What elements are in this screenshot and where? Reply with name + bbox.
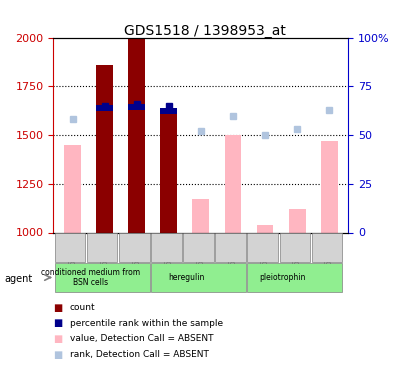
Bar [160, 108, 177, 232]
Bar [224, 135, 241, 232]
FancyBboxPatch shape [311, 233, 341, 262]
FancyBboxPatch shape [119, 233, 149, 262]
Bar [64, 145, 81, 232]
Bar [192, 200, 209, 232]
FancyBboxPatch shape [55, 233, 85, 262]
FancyBboxPatch shape [151, 233, 181, 262]
FancyBboxPatch shape [151, 263, 245, 292]
Text: heregulin: heregulin [168, 273, 204, 282]
Text: ■: ■ [53, 350, 63, 360]
FancyBboxPatch shape [279, 233, 309, 262]
FancyBboxPatch shape [215, 233, 245, 262]
Bar [160, 108, 177, 114]
Text: value, Detection Call = ABSENT: value, Detection Call = ABSENT [70, 334, 213, 344]
Bar [320, 141, 337, 232]
Text: percentile rank within the sample: percentile rank within the sample [70, 319, 222, 328]
Text: ■: ■ [53, 318, 63, 328]
Bar [288, 209, 305, 232]
FancyBboxPatch shape [183, 233, 213, 262]
Text: ■: ■ [53, 334, 63, 344]
Bar [128, 38, 145, 232]
Text: conditioned medium from
BSN cells: conditioned medium from BSN cells [40, 268, 139, 287]
Bar [256, 225, 273, 232]
Text: ■: ■ [53, 303, 63, 312]
Bar [128, 104, 145, 110]
Text: GDS1518 / 1398953_at: GDS1518 / 1398953_at [124, 24, 285, 38]
Text: count: count [70, 303, 95, 312]
FancyBboxPatch shape [247, 263, 341, 292]
FancyBboxPatch shape [87, 233, 117, 262]
FancyBboxPatch shape [247, 233, 277, 262]
Text: pleiotrophin: pleiotrophin [259, 273, 305, 282]
FancyBboxPatch shape [55, 263, 149, 292]
Bar [96, 65, 113, 232]
Text: rank, Detection Call = ABSENT: rank, Detection Call = ABSENT [70, 350, 208, 359]
Bar [96, 105, 113, 111]
Text: agent: agent [4, 274, 32, 284]
